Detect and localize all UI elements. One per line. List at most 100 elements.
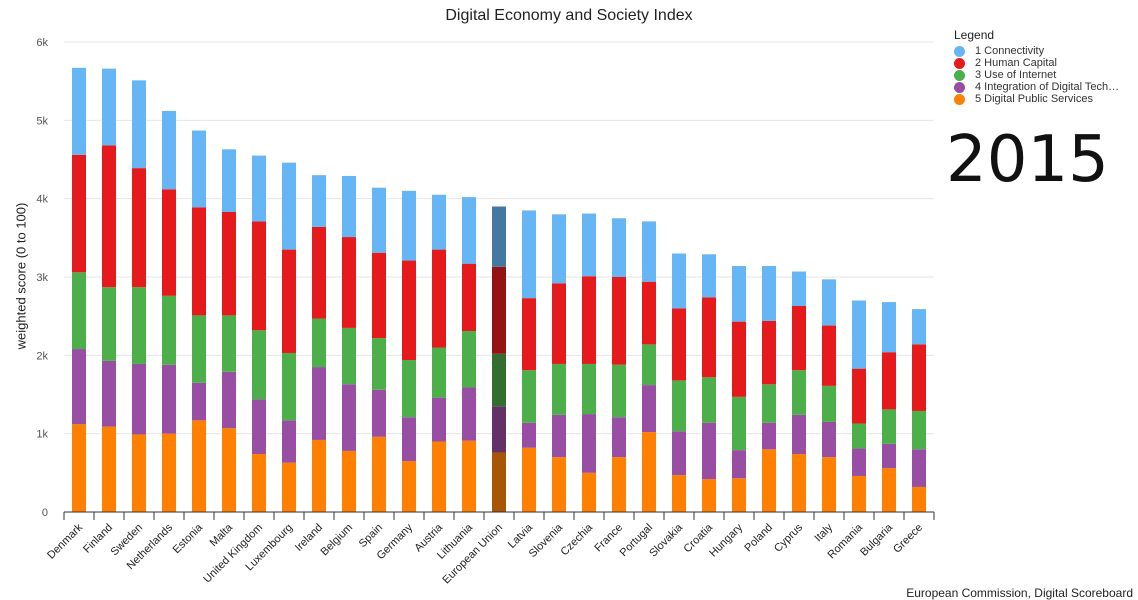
bar-segment[interactable] (912, 449, 926, 487)
bar-segment[interactable] (882, 468, 896, 512)
bar-segment[interactable] (462, 197, 476, 264)
bar-segment[interactable] (102, 68, 116, 146)
bar-segment[interactable] (702, 377, 716, 423)
bar-segment[interactable] (792, 414, 806, 455)
bar-segment[interactable] (552, 414, 566, 458)
bar-segment[interactable] (462, 263, 476, 332)
bar-segment[interactable] (312, 318, 326, 368)
bar-segment[interactable] (642, 344, 656, 386)
legend-item[interactable]: 3 Use of Internet (954, 69, 1134, 81)
bar-segment[interactable] (192, 315, 206, 383)
bar-segment[interactable] (102, 360, 116, 427)
bar-segment[interactable] (372, 389, 386, 437)
bar-segment[interactable] (282, 462, 296, 512)
bar-segment[interactable] (672, 431, 686, 476)
bar-segment[interactable] (252, 399, 266, 455)
bar-segment[interactable] (762, 384, 776, 423)
bar-segment[interactable] (162, 189, 176, 296)
bar-segment[interactable] (252, 454, 266, 512)
bar-segment[interactable] (702, 297, 716, 378)
bar-segment[interactable] (642, 281, 656, 345)
bar-segment[interactable] (72, 272, 86, 350)
bar-segment[interactable] (222, 211, 236, 316)
bar-segment[interactable] (462, 387, 476, 441)
bar-segment[interactable] (342, 450, 356, 512)
bar-segment[interactable] (582, 276, 596, 364)
legend-item[interactable]: 1 Connectivity (954, 45, 1134, 57)
bar-segment[interactable] (252, 155, 266, 222)
bar-segment[interactable] (582, 472, 596, 512)
bar-segment[interactable] (672, 475, 686, 512)
bar-segment[interactable] (612, 218, 626, 277)
bar-segment[interactable] (102, 287, 116, 361)
bar-segment[interactable] (492, 206, 506, 267)
bar-segment[interactable] (612, 417, 626, 458)
bar-segment[interactable] (732, 266, 746, 322)
bar-segment[interactable] (792, 271, 806, 306)
bar-segment[interactable] (702, 254, 716, 298)
bar-segment[interactable] (792, 305, 806, 371)
bar-segment[interactable] (522, 370, 536, 423)
bar-segment[interactable] (372, 252, 386, 339)
bar-segment[interactable] (762, 422, 776, 450)
bar-segment[interactable] (162, 364, 176, 434)
bar-segment[interactable] (582, 213, 596, 277)
bar-segment[interactable] (522, 447, 536, 512)
bar-segment[interactable] (822, 279, 836, 326)
bar-segment[interactable] (702, 422, 716, 480)
bar-segment[interactable] (672, 253, 686, 309)
bar-segment[interactable] (252, 330, 266, 400)
bar-segment[interactable] (282, 249, 296, 353)
bar-segment[interactable] (852, 368, 866, 424)
bar-segment[interactable] (672, 380, 686, 432)
bar-segment[interactable] (402, 417, 416, 462)
bar-segment[interactable] (312, 367, 326, 440)
legend-item[interactable]: 5 Digital Public Services (954, 93, 1134, 105)
bar-segment[interactable] (762, 266, 776, 321)
bar-segment[interactable] (852, 423, 866, 449)
bar-segment[interactable] (72, 67, 86, 155)
bar-segment[interactable] (702, 479, 716, 512)
bar-segment[interactable] (432, 347, 446, 398)
bar-segment[interactable] (432, 249, 446, 348)
bar-segment[interactable] (522, 422, 536, 448)
bar-segment[interactable] (882, 409, 896, 444)
bar-segment[interactable] (402, 360, 416, 418)
bar-segment[interactable] (612, 364, 626, 418)
legend-item[interactable]: 4 Integration of Digital Tech… (954, 81, 1134, 93)
bar-segment[interactable] (642, 221, 656, 282)
bar-segment[interactable] (792, 454, 806, 512)
bar-segment[interactable] (492, 266, 506, 354)
bar-segment[interactable] (132, 434, 146, 512)
bar-segment[interactable] (852, 300, 866, 369)
bar-segment[interactable] (822, 421, 836, 458)
bar-segment[interactable] (192, 130, 206, 208)
bar-segment[interactable] (402, 190, 416, 261)
bar-segment[interactable] (222, 371, 236, 429)
bar-segment[interactable] (462, 331, 476, 388)
bar-segment[interactable] (882, 443, 896, 469)
bar-segment[interactable] (222, 428, 236, 512)
legend-item[interactable]: 2 Human Capital (954, 57, 1134, 69)
bar-segment[interactable] (342, 175, 356, 238)
bar-segment[interactable] (582, 363, 596, 415)
bar-segment[interactable] (822, 385, 836, 422)
bar-segment[interactable] (222, 315, 236, 372)
bar-segment[interactable] (642, 385, 656, 433)
bar-segment[interactable] (162, 433, 176, 512)
bar-segment[interactable] (312, 175, 326, 227)
bar-segment[interactable] (762, 320, 776, 385)
bar-segment[interactable] (882, 302, 896, 353)
bar-segment[interactable] (552, 457, 566, 512)
bar-segment[interactable] (642, 432, 656, 512)
bar-segment[interactable] (822, 457, 836, 512)
bar-segment[interactable] (912, 410, 926, 450)
bar-segment[interactable] (132, 287, 146, 364)
bar-segment[interactable] (222, 149, 236, 212)
bar-segment[interactable] (912, 309, 926, 345)
bar-segment[interactable] (402, 260, 416, 361)
bar-segment[interactable] (462, 440, 476, 512)
bar-segment[interactable] (492, 353, 506, 407)
bar-segment[interactable] (432, 397, 446, 442)
bar-segment[interactable] (882, 352, 896, 410)
